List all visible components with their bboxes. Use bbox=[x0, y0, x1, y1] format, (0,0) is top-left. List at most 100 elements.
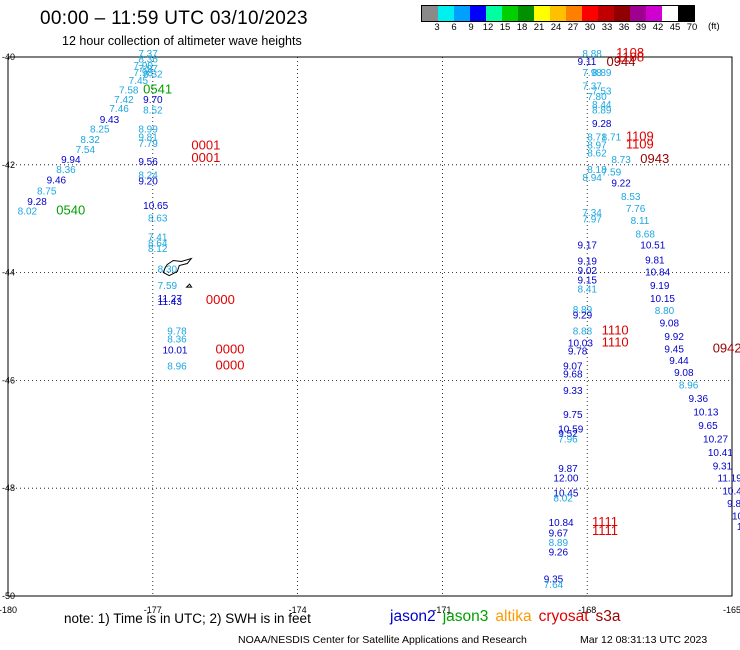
colorbar-unit: (ft) bbox=[708, 21, 720, 32]
pass-time-label: 0944 bbox=[607, 54, 636, 69]
colorbar-swatch bbox=[550, 6, 566, 21]
map-title: 00:00 – 11:59 UTC 03/10/2023 bbox=[40, 8, 308, 29]
legend-item-jason3: jason3 bbox=[442, 608, 489, 625]
colorbar-swatch bbox=[438, 6, 454, 21]
colorbar-swatch bbox=[470, 6, 486, 21]
colorbar-tick-label: 70 bbox=[686, 22, 698, 33]
x-tick-label: -171 bbox=[433, 605, 451, 615]
wave-height-label: 7.41 bbox=[148, 232, 168, 243]
wave-height-label: 9.28 bbox=[27, 197, 47, 208]
wave-height-label: 8.36 bbox=[167, 335, 187, 346]
wave-height-label: 7.98 bbox=[582, 68, 602, 79]
wave-height-label: 10.13 bbox=[693, 407, 718, 418]
wave-height-label: 10.45 bbox=[553, 488, 578, 499]
y-tick-label: -48 bbox=[2, 483, 15, 493]
wave-height-label: 9.65 bbox=[698, 421, 718, 432]
pass-time-label: 1109 bbox=[626, 129, 654, 144]
pass-time-label: 0001 bbox=[191, 138, 220, 153]
wave-height-label: 8.52 bbox=[143, 106, 163, 117]
wave-height-label: 9.20 bbox=[138, 177, 158, 188]
wave-height-label: 7.37 bbox=[582, 81, 602, 92]
wave-height-label: 9.94 bbox=[61, 155, 81, 166]
wave-height-label: 7.42 bbox=[114, 95, 134, 106]
colorbar-tick-label: 18 bbox=[516, 22, 528, 33]
y-tick-label: -46 bbox=[2, 375, 15, 385]
map-subtitle: 12 hour collection of altimeter wave hei… bbox=[62, 34, 302, 48]
pass-time-label: 0942 bbox=[713, 340, 740, 355]
x-tick-label: -174 bbox=[289, 605, 307, 615]
colorbar-tick-label: 30 bbox=[584, 22, 596, 33]
wave-height-label: 8.02 bbox=[18, 206, 38, 217]
colorbar-swatch bbox=[502, 6, 518, 21]
wave-height-label: 8.80 bbox=[655, 306, 675, 317]
wave-height-label: 7.46 bbox=[109, 104, 129, 115]
wave-height-label: 8.11 bbox=[631, 216, 650, 227]
wave-height-label: 10.51 bbox=[640, 240, 665, 251]
wave-height-label: 7.80 bbox=[587, 92, 607, 103]
wave-height-label: 8.41 bbox=[578, 285, 598, 296]
wave-height-label: 9.19 bbox=[650, 281, 670, 292]
wave-height-label: 8.12 bbox=[148, 244, 168, 255]
wave-height-label: 8.97 bbox=[587, 141, 607, 152]
wave-height-label: 7.64 bbox=[544, 580, 564, 591]
wave-height-label: 7.54 bbox=[76, 145, 96, 156]
wave-height-label: 9.45 bbox=[664, 344, 684, 355]
wave-height-label: 9.92 bbox=[664, 332, 684, 343]
wave-height-label: 10.84 bbox=[549, 518, 574, 529]
wave-height-label: 9.87 bbox=[558, 464, 578, 475]
wave-height-label: 8.99 bbox=[138, 124, 158, 135]
colorbar-tick-label: 45 bbox=[669, 22, 681, 33]
wave-height-label: 9.43 bbox=[100, 115, 120, 126]
colorbar-tick-label: 24 bbox=[550, 22, 562, 33]
wave-height-label: 7.96 bbox=[558, 434, 578, 445]
wave-height-label: 7.59 bbox=[158, 281, 178, 292]
colorbar-swatch bbox=[422, 6, 438, 21]
pass-time-label: 1111 bbox=[592, 523, 618, 538]
wave-height-label: 8.71 bbox=[587, 133, 607, 144]
x-tick-label: -180 bbox=[0, 605, 17, 615]
wave-height-label: 8.36 bbox=[138, 54, 158, 65]
colorbar-tick-labels: 3 6 9 12 15 18 21 24 27 30 33 36 39 42 45 70 bbox=[421, 22, 731, 34]
pass-time-label: 0000 bbox=[216, 358, 245, 373]
wave-height-label: 11.27 bbox=[158, 294, 183, 305]
wave-height-label: 8.30 bbox=[158, 265, 178, 276]
wave-height-label: 9.78 bbox=[167, 327, 187, 338]
wave-height-label: 8.89 bbox=[592, 106, 612, 117]
pass-time-label: 1109 bbox=[626, 137, 654, 152]
wave-height-label: 9.81 bbox=[645, 255, 665, 266]
wave-height-label: 9.11 bbox=[578, 57, 597, 68]
wave-height-label: 7.34 bbox=[582, 208, 602, 219]
colorbar-swatch bbox=[566, 6, 582, 21]
wave-height-label: 10.65 bbox=[143, 201, 168, 212]
wave-height-label: 9.89 bbox=[727, 499, 740, 510]
wave-height-label: 10.29 bbox=[732, 511, 740, 522]
wave-height-label: 9.22 bbox=[611, 178, 631, 189]
wave-height-label: 8.89 bbox=[592, 68, 612, 79]
wave-height-label: 9.15 bbox=[578, 275, 598, 286]
wave-height-label: 9.46 bbox=[47, 176, 67, 187]
wave-height-label: 10.01 bbox=[162, 345, 187, 356]
wave-height-label: 9.33 bbox=[563, 386, 583, 397]
wave-height-label: 10.03 bbox=[568, 338, 593, 349]
colorbar-tick-label: 39 bbox=[635, 22, 647, 33]
wave-height-label: 8.89 bbox=[573, 305, 593, 316]
pass-time-label: 0943 bbox=[640, 151, 669, 166]
wave-height-label: 7.45 bbox=[129, 76, 149, 87]
wave-height-label: 9.02 bbox=[578, 266, 598, 277]
wave-height-label: 8.24 bbox=[138, 170, 158, 181]
wave-height-label: 9.08 bbox=[674, 368, 694, 379]
wave-height-label: 8.88 bbox=[573, 327, 593, 338]
pass-time-label: 1110 bbox=[602, 323, 629, 338]
colorbar-swatch bbox=[518, 6, 534, 21]
wave-height-label: 8.94 bbox=[582, 173, 602, 184]
wave-height-label: 8.32 bbox=[80, 135, 100, 146]
wave-height-label: 7.97 bbox=[138, 64, 158, 75]
colorbar-tick-label: 9 bbox=[468, 22, 474, 33]
colorbar-swatch bbox=[614, 6, 630, 21]
wave-height-label: 9.28 bbox=[592, 119, 612, 130]
wave-height-label: 8.64 bbox=[148, 239, 168, 250]
colorbar-tick-label: 6 bbox=[451, 22, 457, 33]
wave-height-label: 9.36 bbox=[689, 394, 709, 405]
wave-height-label: 8.53 bbox=[621, 192, 641, 203]
legend-item-jason2: jason2 bbox=[390, 608, 436, 625]
